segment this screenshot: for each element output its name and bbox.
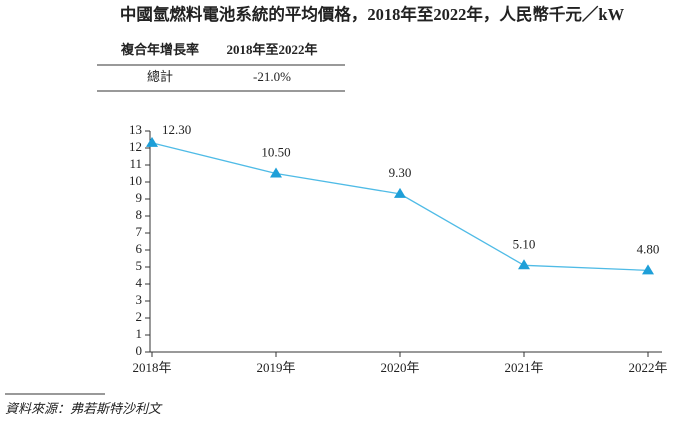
y-tick-label: 1: [136, 326, 143, 341]
marker: [642, 264, 654, 275]
y-tick-label: 2: [136, 309, 143, 324]
y-tick-label: 4: [136, 275, 143, 290]
y-tick-label: 12: [129, 139, 142, 154]
y-tick-label: 5: [136, 258, 143, 273]
marker: [518, 259, 530, 270]
x-tick-label: 2021年: [504, 360, 543, 375]
x-tick-label: 2019年: [256, 360, 295, 375]
chart-title: 中國氫燃料電池系統的平均價格，2018年至2022年，人民幣千元／kW: [120, 4, 625, 24]
line: [151, 142, 649, 272]
marker: [146, 136, 158, 147]
table-cell: 總計: [147, 69, 173, 84]
x-tick-label: 2020年: [380, 360, 419, 375]
marker: [394, 187, 406, 198]
y-tick-label: 7: [136, 224, 143, 239]
source: 資料來源：弗若斯特沙利文: [5, 401, 163, 416]
table-header: 2018年至2022年: [226, 42, 317, 57]
x-tick-label: 2018年: [132, 360, 171, 375]
table-cell: -21.0%: [253, 69, 291, 84]
value-label: 9.30: [389, 165, 412, 180]
y-tick-label: 0: [136, 343, 143, 358]
y-tick-label: 9: [136, 190, 143, 205]
y-tick-label: 10: [129, 173, 142, 188]
x-tick-label: 2022年: [628, 360, 667, 375]
value-label: 10.50: [261, 144, 290, 159]
marker: [270, 167, 282, 178]
y-tick-label: 6: [136, 241, 143, 256]
y-tick-label: 3: [136, 292, 143, 307]
y-tick-label: 11: [129, 156, 142, 171]
value-label: 4.80: [637, 241, 660, 256]
y-tick-label: 8: [136, 207, 143, 222]
value-label: 5.10: [513, 236, 536, 251]
y-tick-label: 13: [129, 122, 142, 137]
value-label: 12.30: [162, 122, 191, 137]
table-header: 複合年增長率: [120, 42, 199, 57]
